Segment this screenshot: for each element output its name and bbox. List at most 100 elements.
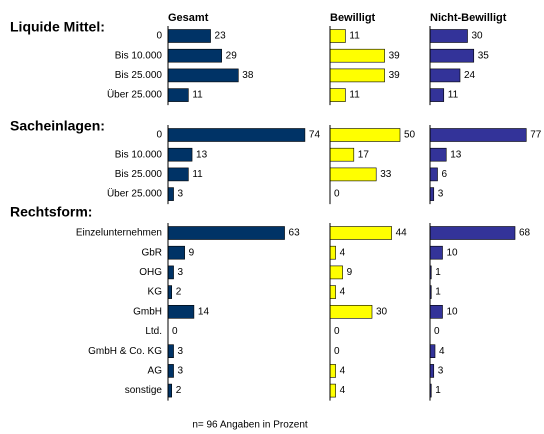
bar [429,48,475,63]
value-label: 9 [189,247,195,258]
value-label: 0 [172,326,178,337]
bar [167,364,174,378]
value-label: 4 [340,247,346,258]
category-label: Bis 10.000 [115,149,163,160]
series-header: Bewilligt [330,12,376,24]
value-label: 44 [396,228,408,239]
bar [429,29,468,43]
value-label: 1 [435,385,441,396]
bar [429,68,461,83]
category-label: KG [148,287,163,298]
value-label: 10 [447,247,459,258]
value-label: 74 [309,130,321,141]
bar [329,265,343,280]
category-label: 0 [156,31,162,42]
value-label: 4 [340,287,346,298]
footnote: n= 96 Angaben in Prozent [192,420,308,431]
value-label: 11 [349,90,360,101]
value-label: 77 [530,130,542,141]
value-label: 1 [435,287,441,298]
value-label: 39 [389,70,401,81]
bar [329,147,355,162]
bar [329,364,336,378]
category-label: 0 [156,130,162,141]
value-label: 14 [198,306,210,317]
category-label: GmbH & Co. KG [88,346,162,357]
bar [329,48,385,63]
value-label: 13 [196,149,208,160]
value-label: 11 [192,169,203,180]
value-label: 38 [242,70,254,81]
category-label: OHG [139,267,162,278]
value-label: 17 [358,149,370,160]
category-label: Einzelunternehmen [76,228,162,239]
bar [167,344,174,359]
group-title: Rechtsform: [10,204,92,220]
category-label: GmbH [133,306,162,317]
value-label: 50 [404,130,416,141]
bar [167,383,173,398]
series-header: Gesamt [168,12,209,24]
bar [167,226,285,240]
bar [329,383,336,398]
bar [429,304,443,319]
bar [329,88,346,102]
value-label: 0 [334,326,340,337]
category-label: Über 25.000 [107,89,162,101]
bar [167,29,211,43]
value-label: 0 [334,346,340,357]
value-label: 9 [347,267,353,278]
bar [329,304,373,319]
bar [167,265,174,280]
bar [329,29,346,43]
category-label: Bis 25.000 [115,70,163,81]
category-label: GbR [141,247,162,258]
bar [329,226,392,240]
value-label: 33 [380,169,392,180]
category-label: Ltd. [145,326,162,337]
bar [167,304,195,319]
value-label: 13 [450,149,462,160]
value-label: 3 [178,366,184,377]
value-label: 23 [215,31,227,42]
bar [429,147,447,162]
value-label: 4 [439,346,445,357]
bar [429,364,435,378]
value-label: 24 [464,70,476,81]
category-label: Bis 25.000 [115,169,163,180]
category-label: sonstige [125,385,163,396]
bar [167,128,306,142]
value-label: 4 [340,366,346,377]
bar [167,88,189,102]
value-label: 3 [178,346,184,357]
value-label: 30 [376,306,388,317]
bar [167,285,173,299]
bar [167,187,174,201]
bar [167,245,185,260]
value-label: 6 [442,169,448,180]
value-label: 3 [178,267,184,278]
value-label: 11 [192,90,203,101]
bar [429,226,516,240]
value-label: 11 [349,31,360,42]
bar [329,167,377,182]
bar [167,48,222,63]
bar [329,245,336,260]
bar [167,167,189,182]
value-label: 35 [478,50,490,61]
value-label: 3 [438,189,444,200]
bar [167,147,193,162]
value-label: 3 [178,189,184,200]
value-label: 30 [472,31,484,42]
bar [429,167,438,182]
bar [167,68,239,83]
value-label: 63 [289,228,301,239]
bar [429,187,435,201]
bar [329,128,401,142]
value-label: 11 [448,90,459,101]
value-label: 4 [340,385,346,396]
series-header: Nicht-Bewilligt [430,12,507,24]
value-label: 1 [435,267,441,278]
value-label: 2 [176,287,182,298]
